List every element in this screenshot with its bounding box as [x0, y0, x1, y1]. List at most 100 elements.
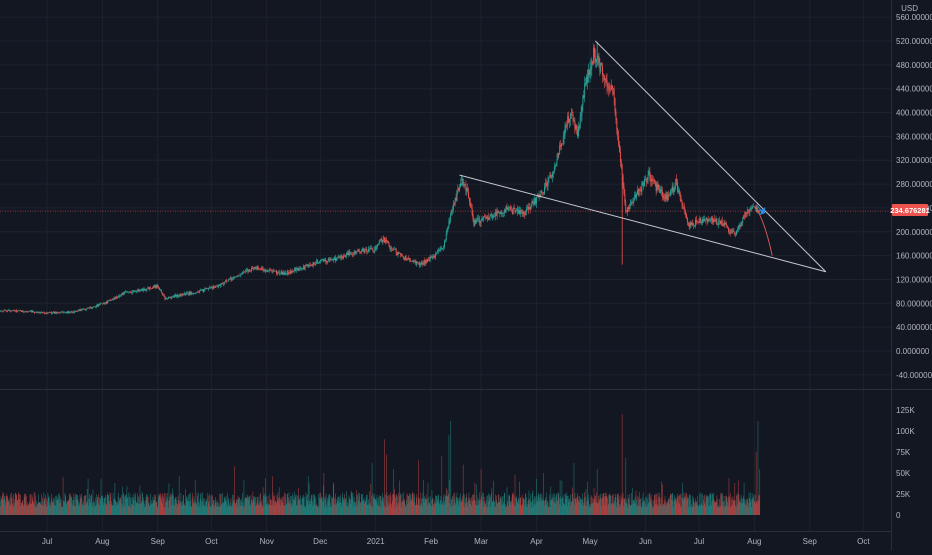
candle-body [749, 209, 750, 212]
candle-body [384, 237, 385, 242]
candle-body [215, 286, 216, 288]
candle-body [423, 264, 424, 265]
candle-body [686, 215, 687, 218]
candle-body [53, 312, 54, 313]
candle-body [51, 312, 52, 313]
candle-body [453, 204, 454, 210]
candle-body [584, 83, 585, 97]
price-tick-label: 120.000000 [896, 275, 932, 284]
candle-body [482, 219, 483, 220]
candle-body [317, 260, 318, 263]
candle-body [403, 256, 404, 258]
last-price-value: 234.676281 [890, 206, 930, 215]
candle-body [125, 292, 126, 293]
candle-body [465, 184, 466, 185]
candle-body [221, 283, 222, 285]
candle-body [393, 249, 394, 250]
candle-body [312, 265, 313, 266]
candle-body [354, 252, 355, 254]
candle-body [156, 285, 157, 288]
candle-body [651, 179, 652, 182]
candle-body [699, 222, 700, 223]
candle-body [448, 221, 449, 226]
candle-body [626, 211, 627, 212]
candle-body [336, 258, 337, 261]
candle-body [508, 207, 509, 208]
candle-body [563, 138, 564, 144]
candle-body [702, 219, 703, 223]
candle-body [482, 218, 483, 219]
candle-body [251, 268, 252, 271]
candle-body [214, 287, 215, 288]
candle-body [313, 262, 314, 266]
candle-body [87, 308, 88, 309]
candle-body [549, 175, 550, 177]
candle-body [117, 297, 118, 298]
candle-body [1, 311, 2, 312]
candle-body [691, 223, 692, 225]
candle-body [287, 271, 288, 274]
candle-body [618, 136, 619, 145]
candle-body [310, 265, 311, 266]
candle-body [163, 294, 164, 295]
candle-body [205, 288, 206, 289]
volume-tick-label: 125K [896, 406, 915, 415]
candle-body [299, 268, 300, 269]
candle-body [561, 144, 562, 147]
candle-body [266, 271, 267, 272]
candle-body [291, 271, 292, 272]
candle-body [564, 136, 565, 138]
candle-body [542, 193, 543, 194]
candle-body [718, 221, 719, 225]
candle-body [38, 312, 39, 313]
candle-body [550, 175, 551, 176]
candle-body [179, 295, 180, 296]
candle-body [555, 166, 556, 167]
candle-body [175, 295, 176, 297]
candle-body [716, 218, 717, 221]
candle-body [68, 311, 69, 313]
candle-body [316, 260, 317, 262]
candle-body [667, 195, 668, 200]
candle-body [304, 266, 305, 269]
candle-body [118, 296, 119, 297]
candle-body [302, 268, 303, 269]
candle-body [144, 289, 145, 291]
time-tick-label: Aug [747, 537, 761, 546]
candle-body [625, 203, 626, 212]
candle-body [532, 201, 533, 202]
candle-body [233, 278, 234, 279]
candle-body [477, 218, 478, 220]
candle-body [159, 288, 160, 290]
candle-body [315, 262, 316, 264]
candle-body [436, 253, 437, 254]
candle-body [177, 295, 178, 297]
candle-body [265, 269, 266, 271]
candle-body [615, 98, 616, 112]
candle-body [152, 288, 153, 289]
candle-body [349, 252, 350, 254]
candle-body [389, 243, 390, 246]
candle-body [405, 256, 406, 259]
candle-body [394, 249, 395, 250]
candle-body [100, 304, 101, 305]
candle-body [500, 212, 501, 214]
candle-body [244, 272, 245, 273]
candle-body [713, 219, 714, 223]
candle-body [583, 95, 584, 97]
candle-body [599, 56, 600, 63]
candle-body [399, 253, 400, 254]
candle-body [113, 299, 114, 300]
candle-body [592, 62, 593, 64]
candle-body [404, 259, 405, 260]
candle-body [196, 292, 197, 293]
candle-body [634, 195, 635, 200]
candle-body [161, 290, 162, 293]
candle-body [535, 198, 536, 203]
candle-body [463, 179, 464, 184]
candle-body [167, 298, 168, 299]
candle-body [735, 235, 736, 236]
candle-body [226, 281, 227, 282]
candle-body [108, 300, 109, 301]
